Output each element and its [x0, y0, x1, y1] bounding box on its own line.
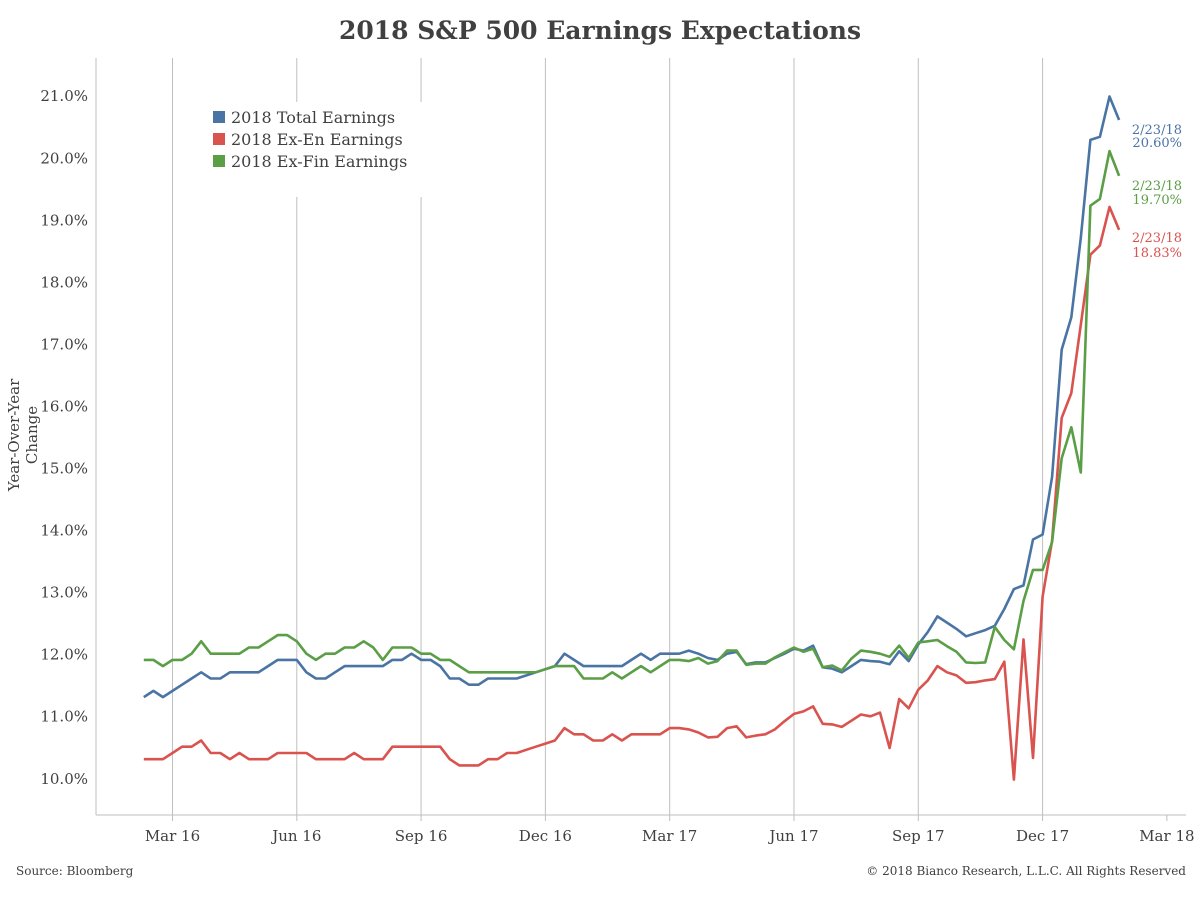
x-tick-label: Jun 17: [767, 827, 818, 845]
end-label-value: 18.83%: [1132, 246, 1182, 261]
source-note: Source: Bloomberg: [16, 864, 134, 878]
x-tick-label: Mar 17: [642, 827, 697, 845]
legend-label: 2018 Total Earnings: [231, 108, 395, 127]
y-tick-label: 21.0%: [40, 87, 88, 105]
x-tick-label: Sep 17: [892, 827, 945, 845]
y-tick-label: 10.0%: [40, 770, 88, 788]
y-tick-label: 11.0%: [40, 708, 88, 726]
series-line-total: [143, 95, 1121, 699]
end-label-date: 2/23/18: [1132, 231, 1182, 246]
end-label-date: 2/23/18: [1132, 179, 1182, 194]
copyright-note: © 2018 Bianco Research, L.L.C. All Right…: [866, 864, 1186, 878]
legend-swatch: [213, 111, 225, 123]
chart-title: 2018 S&P 500 Earnings Expectations: [338, 16, 862, 45]
legend-label: 2018 Ex-Fin Earnings: [231, 152, 407, 171]
y-tick-label: 12.0%: [40, 646, 88, 664]
y-tick-label: 16.0%: [40, 397, 88, 415]
y-tick-label: 13.0%: [40, 584, 88, 602]
end-label-value: 19.70%: [1132, 193, 1182, 208]
legend-box: [196, 102, 436, 197]
series-line-exen: [143, 205, 1121, 781]
legend-swatch: [213, 133, 225, 145]
y-tick-label: 14.0%: [40, 522, 88, 540]
x-tick-label: Mar 16: [145, 827, 200, 845]
y-tick-label: 15.0%: [40, 460, 88, 478]
legend-swatch: [213, 155, 225, 167]
y-tick-label: 19.0%: [40, 211, 88, 229]
end-label-date: 2/23/18: [1132, 123, 1182, 138]
series-line-exfin: [143, 149, 1121, 680]
y-tick-label: 17.0%: [40, 335, 88, 353]
y-tick-label: 20.0%: [40, 149, 88, 167]
x-tick-label: Jun 16: [270, 827, 321, 845]
x-tick-label: Dec 16: [519, 827, 572, 845]
series-lines: [143, 95, 1121, 781]
legend: 2018 Total Earnings 2018 Ex-En Earnings 20…: [196, 102, 436, 197]
y-tick-label: 18.0%: [40, 273, 88, 291]
x-tick-label: Mar 18: [1139, 827, 1194, 845]
axes: 10.0% 11.0% 12.0% 13.0% 14.0% 15.0% 16.0% 17.0%…: [40, 58, 1195, 845]
legend-label: 2018 Ex-En Earnings: [231, 130, 403, 149]
x-tick-label: Dec 17: [1016, 827, 1069, 845]
x-tick-label: Sep 16: [395, 827, 448, 845]
end-label-value: 20.60%: [1132, 136, 1182, 151]
